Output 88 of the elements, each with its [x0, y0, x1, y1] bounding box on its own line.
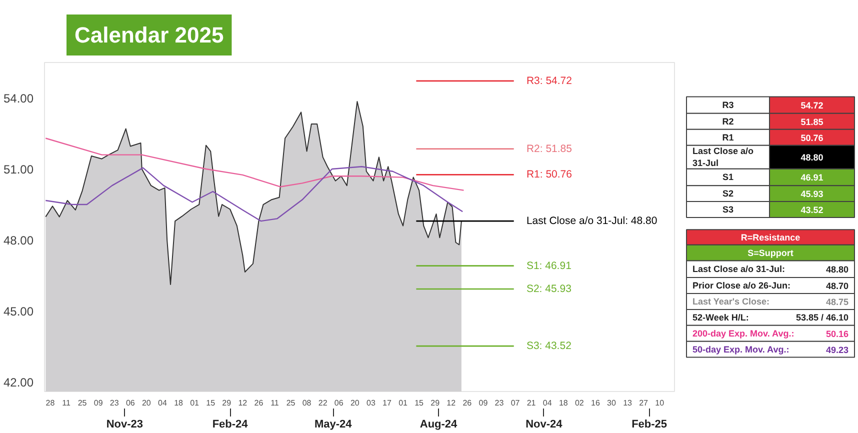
- ref-line-label: R1: 50.76: [526, 168, 572, 181]
- x-tick-label: 11: [270, 398, 280, 408]
- x2-tick-label: Feb-25: [632, 418, 668, 430]
- y-tick-label: 45.00: [3, 304, 34, 319]
- text: 53.85 / 46.10: [796, 312, 848, 322]
- x-tick-label: 12: [446, 398, 456, 408]
- text: S=Support: [748, 248, 794, 258]
- y-tick-label: 42.00: [3, 376, 34, 390]
- x-tick-label: 13: [623, 398, 633, 408]
- x2-tick-label: Feb-24: [212, 418, 249, 430]
- text: 46.91: [800, 172, 824, 183]
- ref-line-label: R3: 54.72: [526, 74, 572, 87]
- x-tick-label: 25: [286, 398, 296, 408]
- x-tick-label: 04: [158, 398, 168, 408]
- text: 49.23: [826, 344, 849, 355]
- text: 51.85: [800, 116, 824, 127]
- x-tick-label: 06: [334, 398, 344, 408]
- x2-tick-label: Nov-23: [106, 418, 144, 430]
- x-tick-label: 09: [94, 398, 104, 408]
- text: 50.16: [826, 328, 849, 339]
- x-tick-label: 16: [591, 398, 600, 408]
- x-tick-label: 22: [318, 398, 328, 408]
- text: 45.93: [800, 189, 824, 200]
- ref-line-label: Last Close a/o 31-Jul: 48.80: [526, 215, 658, 228]
- text: 50.76: [800, 132, 824, 143]
- ref-line-label: S2: 45.93: [526, 283, 572, 296]
- text: S2: [722, 188, 734, 199]
- x-tick-label: 29: [222, 398, 232, 408]
- text: Prior Close a/o 26-Jun:: [692, 280, 791, 291]
- x-tick-label: 26: [254, 398, 264, 408]
- x-tick-label: 01: [190, 398, 200, 408]
- text: R=Resistance: [740, 232, 800, 242]
- x-tick-label: 01: [398, 398, 408, 408]
- x-tick-label: 09: [478, 398, 488, 408]
- x2-tick-label: May-24: [314, 418, 353, 430]
- text: R2: [722, 116, 734, 126]
- x-tick-label: 23: [494, 398, 504, 408]
- text: R3: [722, 100, 734, 110]
- x-tick-label: 26: [462, 398, 472, 408]
- ref-line-label: S3: 43.52: [526, 340, 572, 352]
- y-tick-label: 51.00: [3, 162, 34, 177]
- x-tick-label: 20: [142, 398, 152, 408]
- text: S1: [722, 172, 734, 182]
- x-tick-label: 07: [510, 398, 520, 408]
- x-tick-label: 28: [46, 398, 56, 408]
- text: 50-day Exp. Mov. Avg.:: [692, 344, 790, 354]
- x2-tick-label: Nov-24: [526, 418, 564, 430]
- text: Last Close a/o 31-Jul: [692, 146, 754, 168]
- x-tick-label: 20: [350, 398, 360, 408]
- x-tick-label: 15: [414, 398, 424, 408]
- x-tick-label: 04: [542, 398, 552, 408]
- x-tick-label: 08: [302, 398, 312, 408]
- text: S3: [722, 204, 734, 215]
- x-tick-label: 25: [78, 398, 88, 408]
- x-tick-label: 17: [382, 398, 392, 408]
- y-tick-label: 48.00: [3, 234, 34, 248]
- x-tick-label: 12: [238, 398, 248, 408]
- x-tick-label: 23: [110, 398, 120, 408]
- x-tick-label: 30: [607, 398, 616, 408]
- chart-title: Calendar 2025: [74, 22, 224, 48]
- x-tick-label: 18: [558, 398, 568, 408]
- x-tick-label: 11: [62, 398, 71, 408]
- text: 48.70: [826, 281, 849, 292]
- text: 48.75: [826, 296, 849, 307]
- text: R1: [722, 132, 734, 142]
- text: 43.52: [800, 205, 824, 216]
- x-tick-label: 02: [574, 398, 584, 408]
- text: 48.80: [800, 152, 824, 163]
- ref-line-label: S1: 46.91: [526, 260, 572, 272]
- x-tick-label: 06: [126, 398, 136, 408]
- line-series: [45, 138, 464, 191]
- x-tick-label: 29: [430, 398, 440, 408]
- x-tick-label: 21: [526, 398, 536, 408]
- y-tick-label: 54.00: [3, 92, 34, 106]
- x2-tick-label: Aug-24: [420, 418, 458, 430]
- x-tick-label: 18: [174, 398, 184, 408]
- text: 54.72: [800, 100, 824, 111]
- x-tick-label: 03: [366, 398, 376, 408]
- x-tick-label: 27: [639, 398, 649, 408]
- ref-line-label: R2: 51.85: [526, 142, 572, 155]
- x-tick-label: 10: [655, 398, 665, 408]
- line-series: [45, 166, 464, 222]
- text: Last Year's Close:: [692, 296, 770, 306]
- text: 48.80: [826, 264, 849, 275]
- text: 52-Week H/L:: [692, 312, 749, 322]
- x-tick-label: 15: [206, 398, 216, 408]
- text: Last Close a/o 31-Jul:: [692, 264, 786, 274]
- text: 200-day Exp. Mov. Avg.:: [692, 328, 794, 338]
